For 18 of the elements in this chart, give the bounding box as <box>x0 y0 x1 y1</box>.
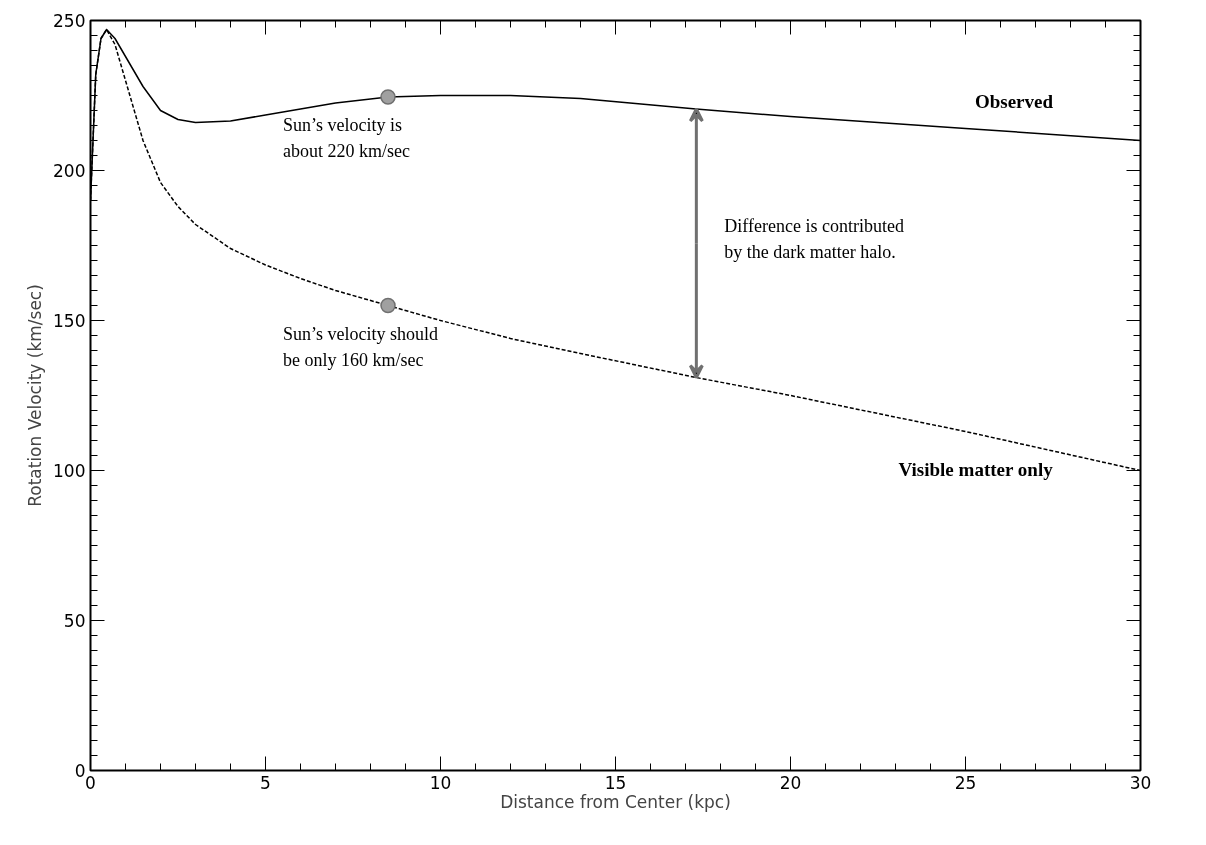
x-tick-label: 5 <box>260 772 271 793</box>
x-tick-label: 30 <box>1129 772 1152 793</box>
y-tick-label: 200 <box>53 161 86 181</box>
series-label: Observed <box>974 91 1054 112</box>
x-tick-label: 20 <box>779 772 802 793</box>
y-axis-title: Rotation Velocity (km/sec) <box>25 284 46 507</box>
y-tick-label: 150 <box>53 311 86 331</box>
series-label: Visible matter only <box>898 458 1054 480</box>
x-tick-label: 15 <box>604 772 627 793</box>
x-tick-label: 10 <box>429 772 452 793</box>
annotation: Difference is contributed by the dark matter halo. <box>724 215 904 262</box>
annotation: Sun’s velocity is about 220 km/sec <box>283 115 410 161</box>
x-axis-title: Distance from Center (kpc) <box>500 791 731 812</box>
y-tick-label: 100 <box>53 461 86 481</box>
y-tick-label: 50 <box>63 611 86 631</box>
x-tick-label: 25 <box>954 772 977 793</box>
annotation: Sun’s velocity should be only 160 km/sec <box>283 323 439 370</box>
y-tick-label: 250 <box>53 11 86 31</box>
